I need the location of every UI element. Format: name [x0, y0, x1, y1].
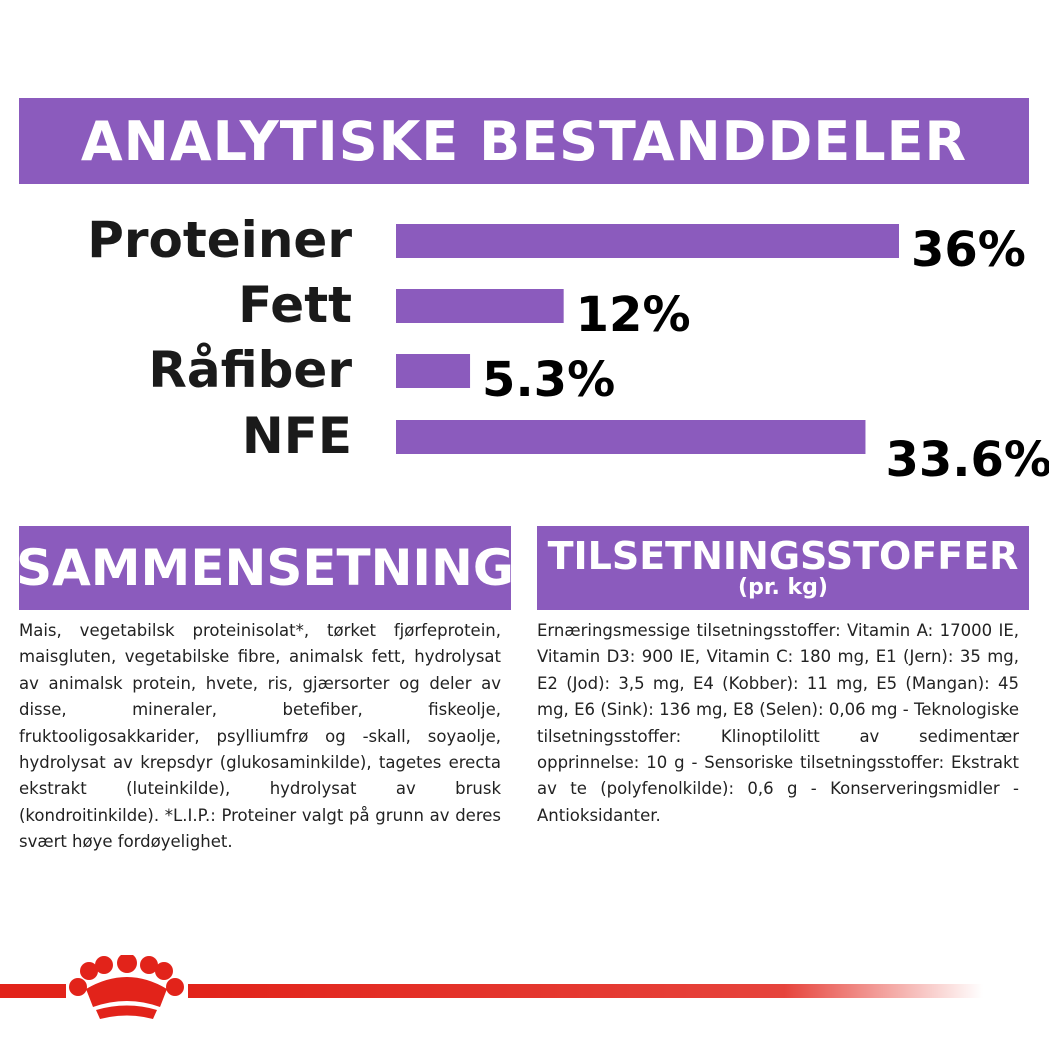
- additives-banner: TILSETNINGSSTOFFER (pr. kg): [537, 526, 1029, 610]
- bar-nfe: [396, 420, 866, 454]
- value-label-fett: 12%: [576, 287, 691, 343]
- page-title: ANALYTISKE BESTANDDELER: [80, 109, 968, 173]
- category-label-proteiner: Proteiner: [87, 211, 352, 269]
- additives-text: Ernæringsmessige tilsetningsstoffer: Vit…: [537, 621, 1019, 825]
- category-label-fett: Fett: [238, 276, 352, 334]
- composition-banner: SAMMENSETNING: [16, 526, 514, 610]
- crown-icon: [69, 955, 184, 1019]
- composition-heading: SAMMENSETNING: [16, 539, 514, 597]
- composition-text: Mais, vegetabilsk proteinisolat*, tørket…: [19, 621, 501, 852]
- footer-line-left: [0, 984, 66, 998]
- bar-fett: [396, 289, 564, 323]
- value-label-proteiner: 36%: [911, 222, 1026, 278]
- bar-proteiner: [396, 224, 899, 258]
- category-label-r-fiber: Råfiber: [148, 341, 352, 399]
- additives-subheading: (pr. kg): [738, 575, 828, 600]
- analytical-bar-chart: Proteiner 36% Fett 12% Råfiber 5.3% NFE 33.6%: [87, 211, 1049, 480]
- footer-line-right: [188, 984, 983, 998]
- title-banner: ANALYTISKE BESTANDDELER: [19, 98, 1029, 184]
- footer-brand-strip: [0, 955, 983, 1019]
- value-label-r-fiber: 5.3%: [482, 352, 615, 408]
- value-label-nfe: 33.6%: [885, 432, 1049, 480]
- additives-heading: TILSETNINGSSTOFFER: [547, 534, 1019, 578]
- category-label-nfe: NFE: [242, 407, 352, 465]
- bar-r-fiber: [396, 354, 471, 388]
